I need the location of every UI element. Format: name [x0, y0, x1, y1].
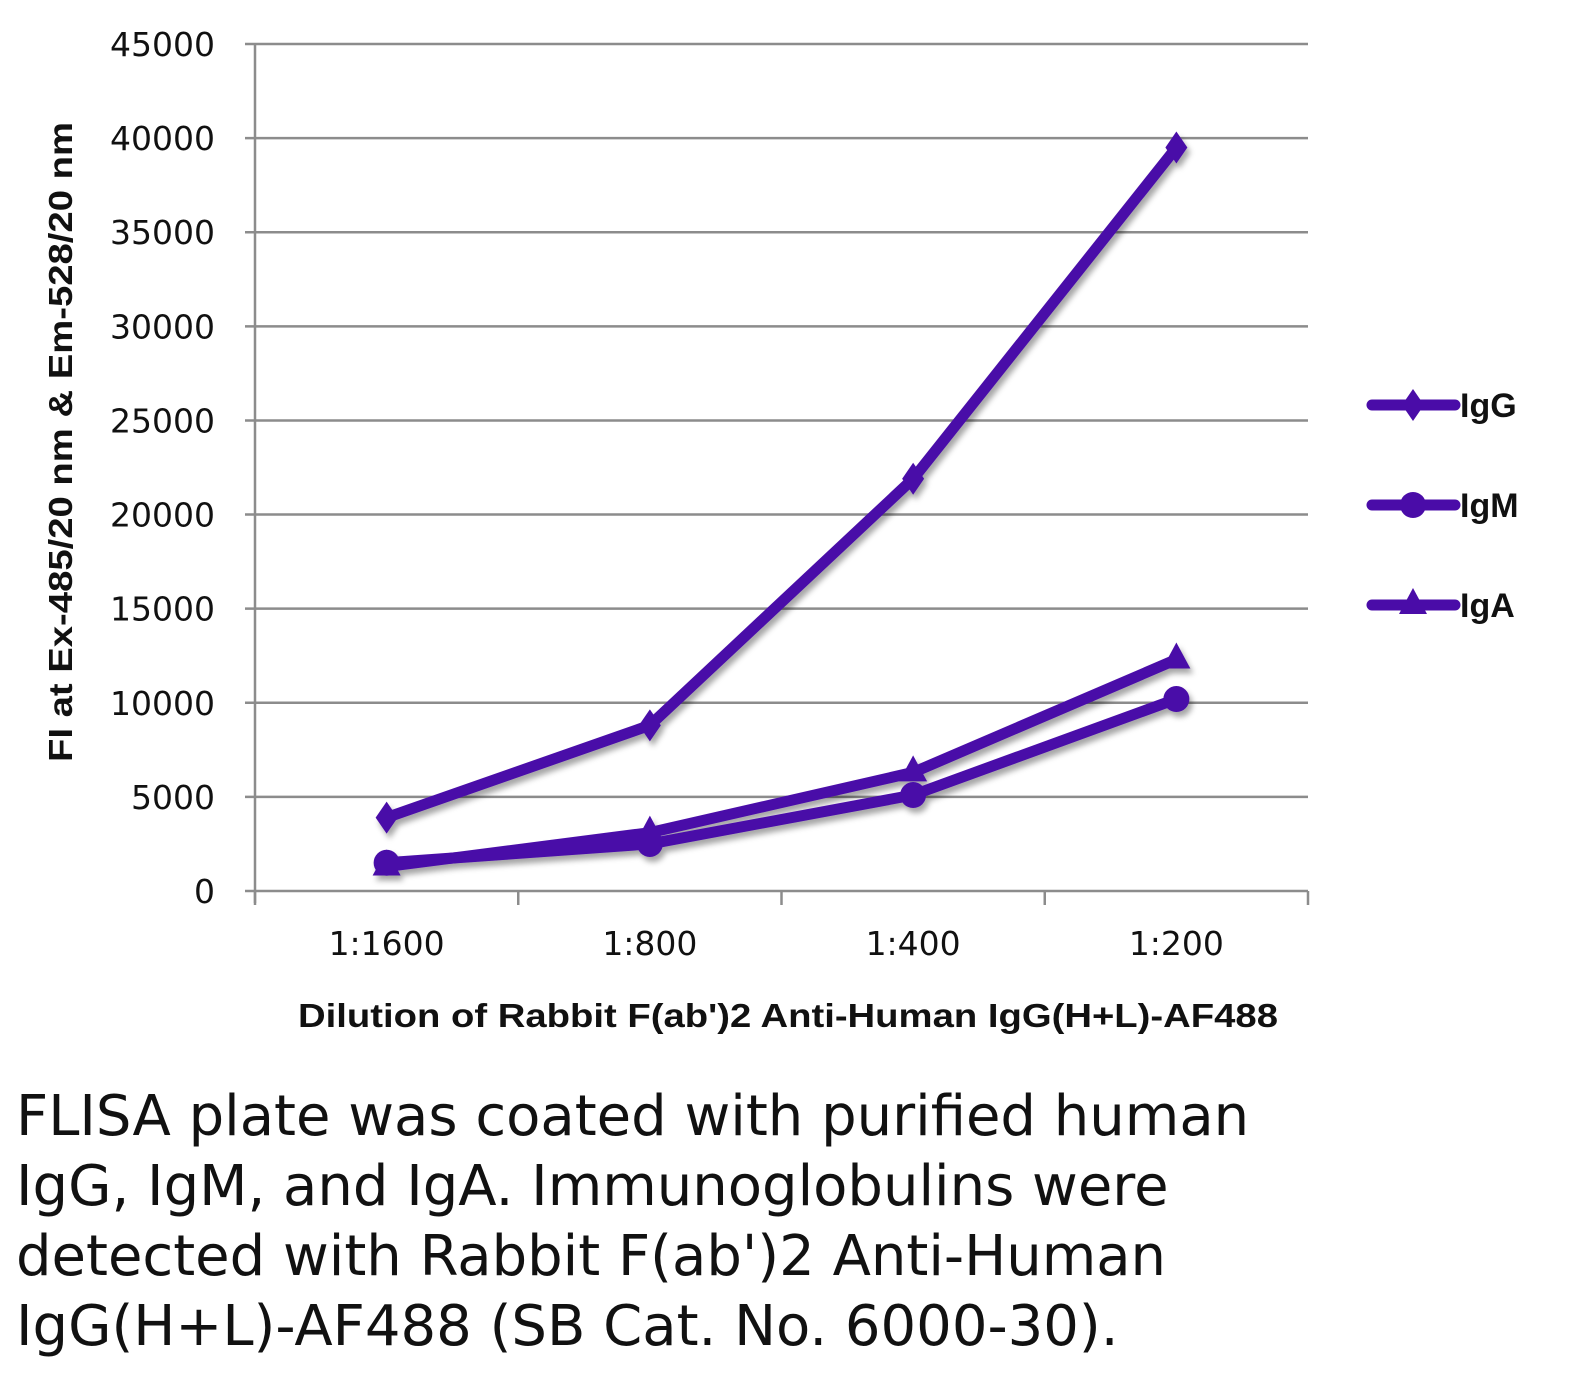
x-tick-label: 1:200: [1129, 924, 1224, 963]
y-tick-label: 15000: [110, 590, 215, 629]
series-igg: [375, 131, 1188, 834]
legend-label: IgG: [1460, 387, 1517, 425]
y-tick-label: 5000: [131, 778, 215, 817]
legend-item-igg: IgG: [1366, 387, 1517, 425]
diamond-marker: [638, 709, 661, 742]
series-line: [381, 142, 1182, 824]
triangle-marker: [635, 815, 664, 842]
triangle-marker: [1399, 588, 1427, 614]
y-tick-label: 25000: [110, 401, 215, 440]
legend-label: IgM: [1460, 487, 1519, 525]
legend-item-igm: IgM: [1366, 487, 1519, 525]
y-tick-label: 35000: [110, 213, 215, 252]
legend: IgG IgM IgA: [1366, 387, 1519, 625]
series-iga: [372, 642, 1191, 876]
triangle-marker: [1162, 642, 1191, 669]
x-tick-label: 1:1600: [329, 924, 445, 963]
x-tick-label: 1:800: [602, 924, 697, 963]
y-axis-title: FI at Ex-485/20 nm & Em-528/20 nm: [42, 122, 79, 762]
diamond-marker: [1402, 389, 1424, 421]
y-tick-label: 45000: [110, 25, 215, 64]
axes: 0 5000 10000 15000 20000 25000 30000 35000 40000…: [110, 25, 1310, 963]
diamond-marker: [902, 462, 925, 495]
diamond-marker: [1165, 131, 1188, 164]
line-chart: 0 5000 10000 15000 20000 25000 30000 35000 40000…: [42, 25, 1519, 1034]
y-tick-label: 10000: [110, 684, 215, 723]
y-tick-label: 30000: [110, 307, 215, 346]
y-tick-label: 0: [194, 872, 215, 911]
legend-item-iga: IgA: [1366, 587, 1515, 625]
series-line: [381, 653, 1182, 873]
figure-caption: FLISA plate was coated with purified hum…: [16, 1084, 1250, 1359]
triangle-marker: [372, 849, 401, 876]
legend-label: IgA: [1460, 587, 1515, 625]
y-tick-label: 40000: [110, 119, 215, 158]
y-tick-label: 20000: [110, 496, 215, 535]
gridlines: [245, 42, 1308, 799]
diamond-marker: [375, 801, 398, 834]
circle-marker: [1163, 686, 1190, 713]
circle-marker: [900, 782, 927, 809]
circle-marker: [1400, 492, 1426, 518]
x-axis-title: Dilution of Rabbit F(ab')2 Anti-Human Ig…: [298, 997, 1278, 1034]
series-group: [372, 131, 1191, 876]
triangle-marker: [899, 755, 928, 782]
x-tick-label: 1:400: [866, 924, 961, 963]
